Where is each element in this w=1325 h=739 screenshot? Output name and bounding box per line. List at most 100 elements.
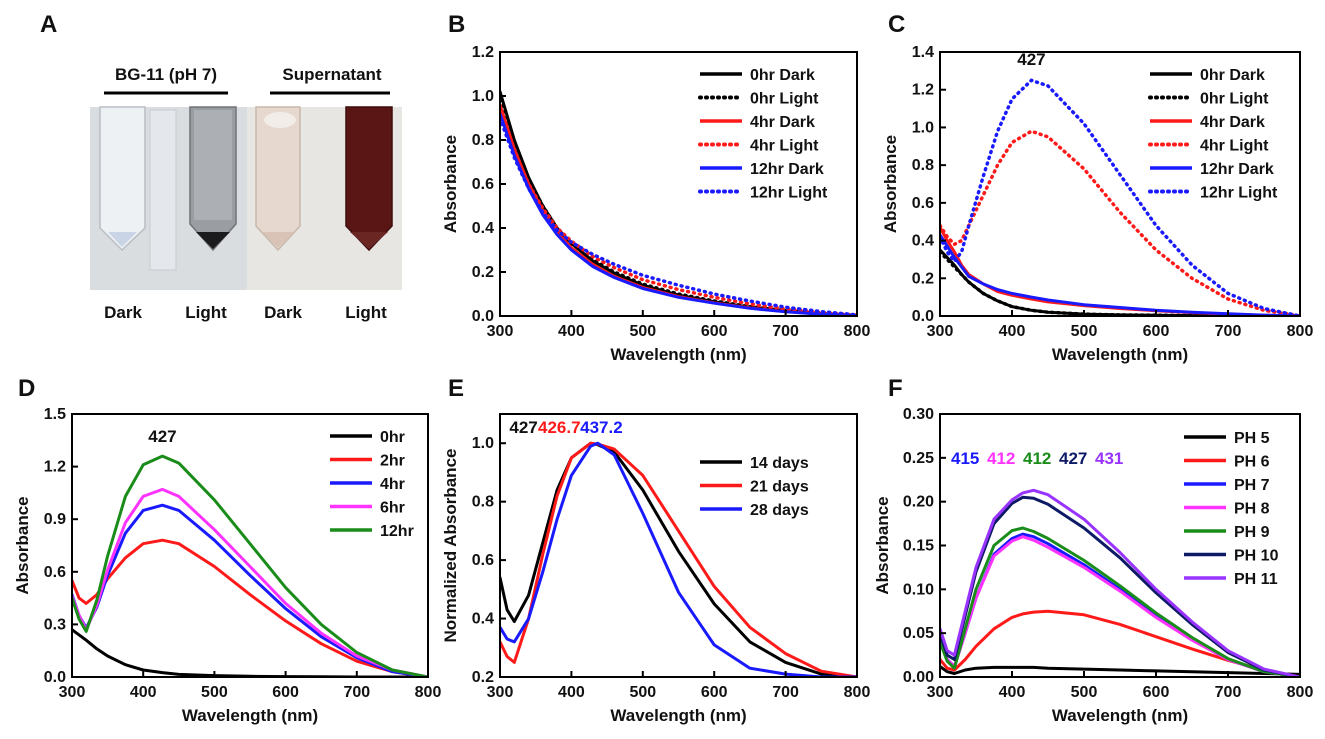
x-axis-label: Wavelength (nm) <box>1052 706 1188 725</box>
y-tick-label: 0.15 <box>903 538 934 555</box>
x-tick-label: 800 <box>415 684 442 701</box>
y-axis-label: Absorbance <box>13 496 32 594</box>
x-tick-label: 600 <box>1143 323 1170 340</box>
x-tick-label: 400 <box>558 684 585 701</box>
y-tick-label: 1.2 <box>44 459 66 476</box>
legend-label: PH 6 <box>1234 454 1270 471</box>
series-line-4hr <box>72 503 428 677</box>
plot-frame <box>939 51 1301 317</box>
chart-panel-f: F 300 400 500 600 700 800 0.00 0.05 0.10 0.15 0.20 0… <box>873 375 1313 725</box>
peak-annotation: 412 <box>1023 449 1051 468</box>
y-tick-label: 0.8 <box>472 132 494 149</box>
legend-label: 12hr <box>380 523 414 540</box>
x-axis-label: Wavelength (nm) <box>610 706 746 725</box>
series-line-ph-9 <box>940 526 1300 677</box>
x-tick-label: 800 <box>844 323 871 340</box>
y-tick-label: 0.0 <box>912 308 934 325</box>
peak-annotation: 437.2 <box>580 418 623 437</box>
legend-label: 4hr Dark <box>750 114 815 131</box>
y-tick-label: 0.6 <box>912 195 934 212</box>
x-tick-label: 700 <box>1215 323 1242 340</box>
y-tick-label: 0.25 <box>903 450 934 467</box>
legend-label: 0hr Dark <box>750 67 815 84</box>
x-tick-label: 700 <box>1215 684 1242 701</box>
y-tick-label: 1.2 <box>472 44 494 61</box>
peak-annotation: 426.7 <box>538 418 581 437</box>
legend-label: 2hr <box>380 453 405 470</box>
y-axis-label: Normalized Absorbance <box>441 449 460 643</box>
tube-label-1: Dark <box>104 303 142 322</box>
tube-label-4: Light <box>345 303 387 322</box>
legend-label: 12hr Light <box>1200 185 1278 202</box>
y-tick-label: 0.20 <box>903 494 934 511</box>
peak-annotation: 427 <box>148 427 176 446</box>
legend-label: 12hr Dark <box>750 161 824 178</box>
legend-label: 4hr Light <box>750 138 819 155</box>
y-tick-label: 0.0 <box>44 669 66 686</box>
legend-label: PH 11 <box>1234 571 1278 588</box>
legend-label: 14 days <box>750 455 809 472</box>
peak-annotation: 427 <box>1059 449 1087 468</box>
y-tick-label: 1.0 <box>472 88 494 105</box>
panel-letter: D <box>18 375 35 402</box>
y-tick-label: 0.9 <box>44 511 66 528</box>
series-line-12hr <box>72 454 428 677</box>
tube-label-3: Dark <box>264 303 302 322</box>
series-line-6hr <box>72 487 428 677</box>
series-line-12hr-light <box>940 78 1300 316</box>
legend-label: 4hr <box>380 476 405 493</box>
series-line-4hr-light <box>500 105 857 316</box>
plot-frame <box>71 413 429 678</box>
y-tick-label: 0.8 <box>912 157 934 174</box>
panel-a: A BG-11 (pH 7) Supernatant <box>40 11 402 322</box>
legend-label: PH 8 <box>1234 501 1270 518</box>
y-tick-label: 0.3 <box>44 616 66 633</box>
legend-label: 21 days <box>750 479 809 496</box>
group-label-supernatant: Supernatant <box>282 65 382 84</box>
legend-label: 4hr Light <box>1200 138 1269 155</box>
y-tick-label: 0.6 <box>472 552 494 569</box>
tube-label-2: Light <box>185 303 227 322</box>
x-tick-label: 300 <box>487 684 514 701</box>
y-tick-label: 0.10 <box>903 581 934 598</box>
legend-label: 0hr Light <box>1200 91 1269 108</box>
legend-label: 4hr Dark <box>1200 114 1265 131</box>
y-axis-label: Absorbance <box>441 135 460 233</box>
x-tick-label: 400 <box>999 684 1026 701</box>
y-tick-label: 0.0 <box>472 308 494 325</box>
y-tick-label: 0.8 <box>472 494 494 511</box>
panel-letter: B <box>448 11 465 38</box>
y-tick-label: 0.6 <box>44 564 66 581</box>
y-tick-label: 0.30 <box>903 406 934 423</box>
legend-label: 0hr Dark <box>1200 67 1265 84</box>
x-tick-label: 600 <box>701 323 728 340</box>
y-tick-label: 1.4 <box>912 44 934 61</box>
plot-frame <box>499 413 858 678</box>
y-tick-label: 0.2 <box>472 264 494 281</box>
group-label-bg11: BG-11 (pH 7) <box>115 65 217 84</box>
x-tick-label: 800 <box>844 684 871 701</box>
x-axis-label: Wavelength (nm) <box>610 345 746 364</box>
y-tick-label: 0.4 <box>912 233 934 250</box>
chart-panel-b: B 300 400 500 600 700 800 0.0 0.2 0.4 0.6 0.8 1.0 1.2… <box>441 11 870 364</box>
x-tick-label: 400 <box>558 323 585 340</box>
x-axis-label: Wavelength (nm) <box>182 706 318 725</box>
peak-annotation: 415 <box>951 449 979 468</box>
legend-label: PH 5 <box>1234 430 1270 447</box>
x-tick-label: 600 <box>701 684 728 701</box>
x-tick-label: 300 <box>927 323 954 340</box>
y-tick-label: 0.2 <box>472 669 494 686</box>
series-line-12hr-dark <box>940 233 1300 316</box>
y-tick-label: 0.2 <box>912 270 934 287</box>
chart-panel-e: E 300 400 500 600 700 800 0.2 0.4 0.6 0.8 1.0 Wavele… <box>441 375 870 725</box>
y-tick-label: 0.4 <box>472 220 494 237</box>
x-tick-label: 500 <box>201 684 228 701</box>
vial-supernatant-light <box>345 106 393 252</box>
x-tick-label: 600 <box>1143 684 1170 701</box>
x-tick-label: 500 <box>1071 323 1098 340</box>
x-tick-label: 600 <box>272 684 299 701</box>
x-tick-label: 800 <box>1287 323 1314 340</box>
x-tick-label: 500 <box>1071 684 1098 701</box>
x-tick-label: 700 <box>772 323 799 340</box>
